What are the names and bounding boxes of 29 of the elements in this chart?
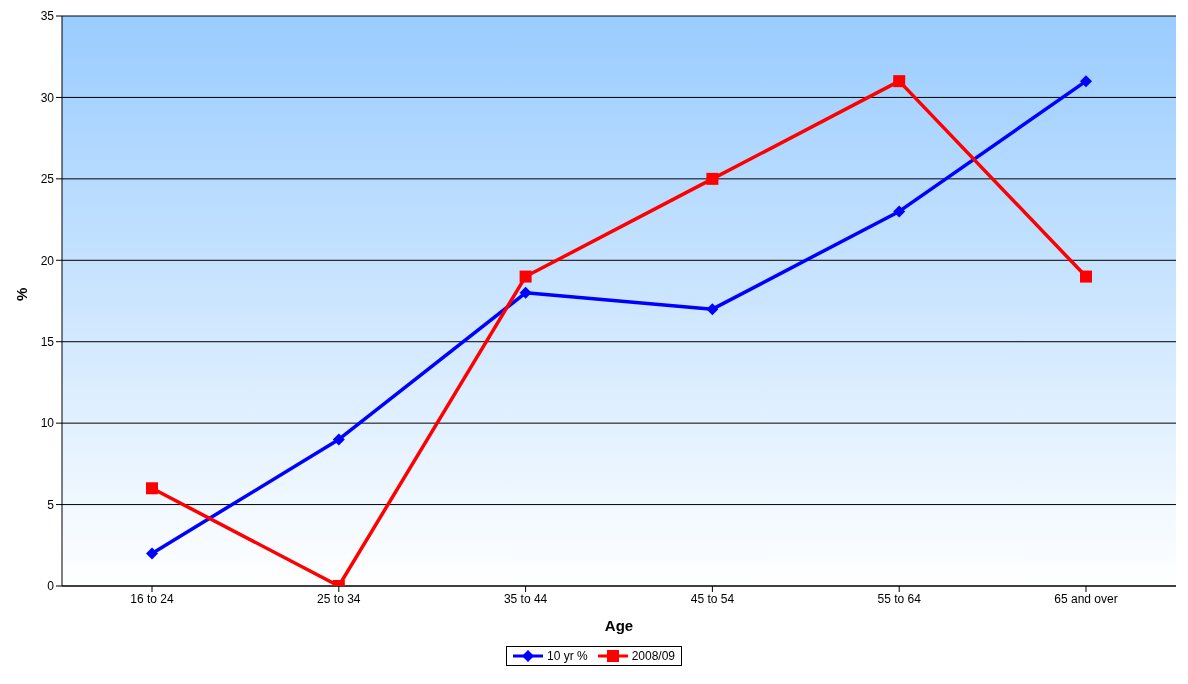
y-tick-label: 5	[47, 497, 55, 512]
y-axis-title: %	[13, 287, 31, 301]
point	[893, 205, 906, 218]
point	[706, 303, 719, 316]
x-tick-label: 25 to 34	[317, 591, 361, 606]
legend-label: 2008/09	[630, 649, 676, 663]
legend-label: 10 yr %	[545, 649, 588, 663]
point	[146, 547, 158, 560]
point	[1080, 270, 1092, 283]
y-tick-label: 25	[40, 172, 55, 187]
y-tick-label: 15	[40, 334, 55, 349]
point	[706, 172, 719, 185]
y-tick-label: 10	[40, 416, 55, 431]
x-tick-label: 55 to 64	[877, 591, 922, 606]
x-axis-title: Age	[604, 617, 634, 634]
point	[146, 482, 158, 495]
x-tick-label: 35 to 44	[503, 591, 548, 606]
point	[893, 75, 906, 88]
y-tick-label: 35	[40, 9, 55, 24]
x-tick-label: 65 and over	[1054, 591, 1118, 606]
y-tick-label: 30	[40, 90, 55, 105]
x-tick-label: 16 to 24	[130, 591, 175, 606]
x-tick-label: 45 to 54	[690, 591, 735, 606]
point	[332, 433, 345, 446]
point	[519, 270, 532, 283]
y-tick-label: 20	[40, 253, 55, 268]
point	[1080, 75, 1092, 88]
y-tick-label: 0	[47, 579, 55, 594]
point	[519, 286, 532, 299]
